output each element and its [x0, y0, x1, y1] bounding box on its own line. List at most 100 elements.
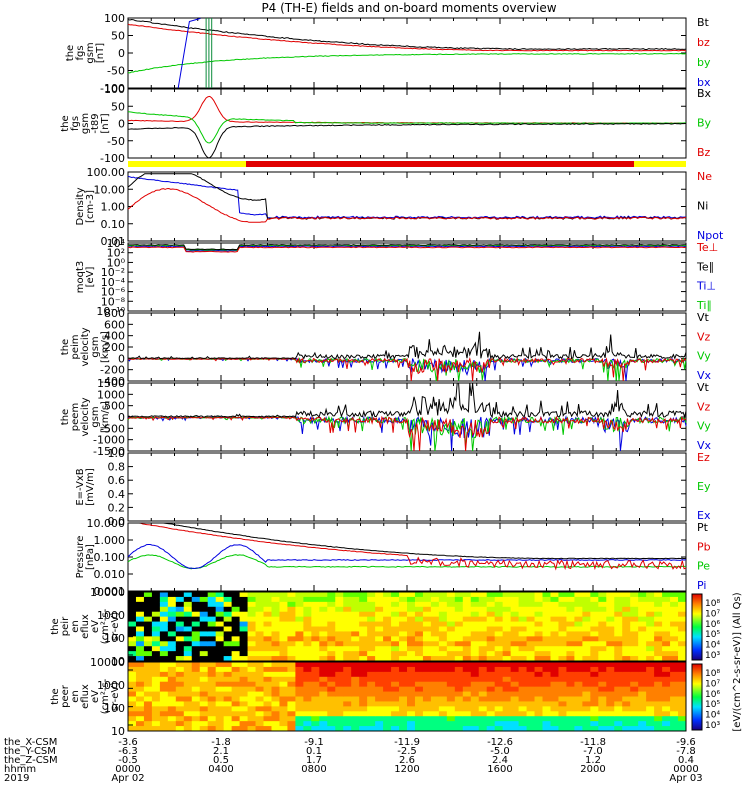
- spectrogram-cell: [622, 636, 631, 642]
- spectrogram-cell: [558, 641, 567, 647]
- y-axis-label: the: [50, 618, 61, 634]
- spectrogram-cell: [231, 616, 241, 623]
- spectrogram-cell: [327, 721, 336, 727]
- spectrogram-cell: [383, 606, 392, 613]
- spectrogram-cell: [231, 691, 241, 697]
- y-tick-label: 100: [104, 83, 125, 96]
- spectrogram-cell: [375, 656, 384, 662]
- spectrogram-cell: [430, 596, 440, 603]
- spectrogram-cell: [542, 601, 551, 608]
- spectrogram-cell: [351, 676, 360, 683]
- spectrogram-cell: [590, 676, 599, 683]
- spectrogram-cell: [207, 686, 217, 693]
- spectrogram-cell: [510, 626, 520, 632]
- spectrogram-cell: [327, 681, 336, 688]
- spectrogram-cell: [486, 626, 496, 632]
- spectrogram-cell: [662, 681, 671, 688]
- spectrogram-cell: [407, 601, 416, 608]
- spectrogram-cell: [391, 601, 400, 608]
- spectrogram-cell: [143, 686, 153, 693]
- spectrogram-cell: [670, 666, 679, 673]
- spectrogram-cell: [263, 676, 272, 683]
- spectrogram-cell: [558, 626, 567, 632]
- spectrogram-cell: [335, 691, 344, 697]
- spectrogram-cell: [359, 596, 368, 603]
- y-axis-label: velocity: [80, 327, 91, 366]
- spectrogram-cell: [614, 662, 623, 668]
- spectrogram-cell: [574, 641, 583, 647]
- spectrogram-cell: [279, 701, 288, 707]
- spectrogram-cell: [622, 592, 631, 598]
- spectrogram-cell: [598, 631, 607, 637]
- spectrogram-cell: [494, 671, 504, 678]
- spectrogram-cell: [510, 721, 520, 727]
- y-tick-label: 0.001: [94, 585, 126, 598]
- spectrogram-cell: [566, 711, 575, 717]
- spectrogram-cell: [654, 606, 663, 613]
- spectrogram-cell: [606, 696, 615, 702]
- spectrogram-cell: [239, 641, 249, 647]
- y-axis-label: [km/s]: [100, 401, 111, 433]
- spectrogram-cell: [510, 711, 520, 717]
- spectrogram-cell: [566, 701, 575, 707]
- spectrogram-cell: [630, 606, 639, 613]
- spectrogram-cell: [383, 601, 392, 608]
- spectrogram-cell: [494, 696, 504, 702]
- spectrogram-cell: [470, 616, 480, 623]
- spectrogram-cell: [646, 696, 655, 702]
- spectrogram-cell: [454, 636, 464, 642]
- spectrogram-cell: [590, 592, 599, 598]
- spectrogram-cell: [391, 686, 400, 693]
- y-tick-label: 500: [104, 400, 125, 413]
- spectrogram-cell: [367, 611, 376, 618]
- spectrogram-cell: [151, 666, 161, 673]
- spectrogram-cell: [287, 646, 296, 652]
- spectrogram-cell: [263, 662, 272, 668]
- spectrogram-cell: [478, 601, 488, 608]
- spectrogram-cell: [582, 716, 591, 722]
- spectrogram-cell: [383, 636, 392, 642]
- y-tick-label: 0: [118, 118, 125, 131]
- spectrogram-cell: [638, 611, 647, 618]
- x-tick-label: -3.6: [118, 737, 138, 748]
- spectrogram-cell: [518, 601, 528, 608]
- x-tick-label: 0.4: [678, 755, 694, 766]
- spectrogram-cell: [239, 631, 249, 637]
- spectrogram-cell: [239, 626, 249, 632]
- spectrogram-cell: [494, 666, 504, 673]
- y-axis-label: gsm: [90, 336, 101, 357]
- spectrogram-cell: [422, 662, 432, 668]
- spectrogram-cell: [662, 711, 671, 717]
- spectrogram-cell: [295, 681, 304, 688]
- spectrogram-cell: [486, 696, 496, 702]
- spectrogram-cell: [574, 706, 583, 712]
- spectrogram-cell: [375, 671, 384, 678]
- spectrogram-cell: [630, 706, 639, 712]
- spectrogram-cell: [231, 651, 241, 657]
- spectrogram-cell: [590, 711, 599, 717]
- spectrogram-cell: [199, 681, 209, 688]
- spectrogram-cell: [199, 651, 209, 657]
- spectrogram-cell: [646, 666, 655, 673]
- spectrogram-cell: [175, 636, 185, 642]
- spectrogram-cell: [598, 636, 607, 642]
- spectrogram-cell: [454, 601, 464, 608]
- spectrogram-cell: [638, 616, 647, 623]
- spectrogram-cell: [279, 601, 288, 608]
- spectrogram-cell: [606, 721, 615, 727]
- spectrogram-cell: [311, 701, 320, 707]
- spectrogram-cell: [494, 626, 504, 632]
- spectrogram-cell: [614, 656, 623, 662]
- spectrogram-cell: [279, 696, 288, 702]
- spectrogram-cell: [128, 701, 137, 707]
- spectrogram-cell: [223, 686, 233, 693]
- spectrogram-cell: [614, 636, 623, 642]
- colorbar-tick-label: 10³: [705, 721, 720, 731]
- spectrogram-cell: [407, 611, 416, 618]
- spectrogram-cell: [638, 651, 647, 657]
- spectrogram-cell: [414, 686, 424, 693]
- y-axis-label: the: [50, 688, 61, 704]
- spectrogram-cell: [151, 686, 161, 693]
- spectrogram-cell: [430, 701, 440, 707]
- spectrogram-cell: [375, 686, 384, 693]
